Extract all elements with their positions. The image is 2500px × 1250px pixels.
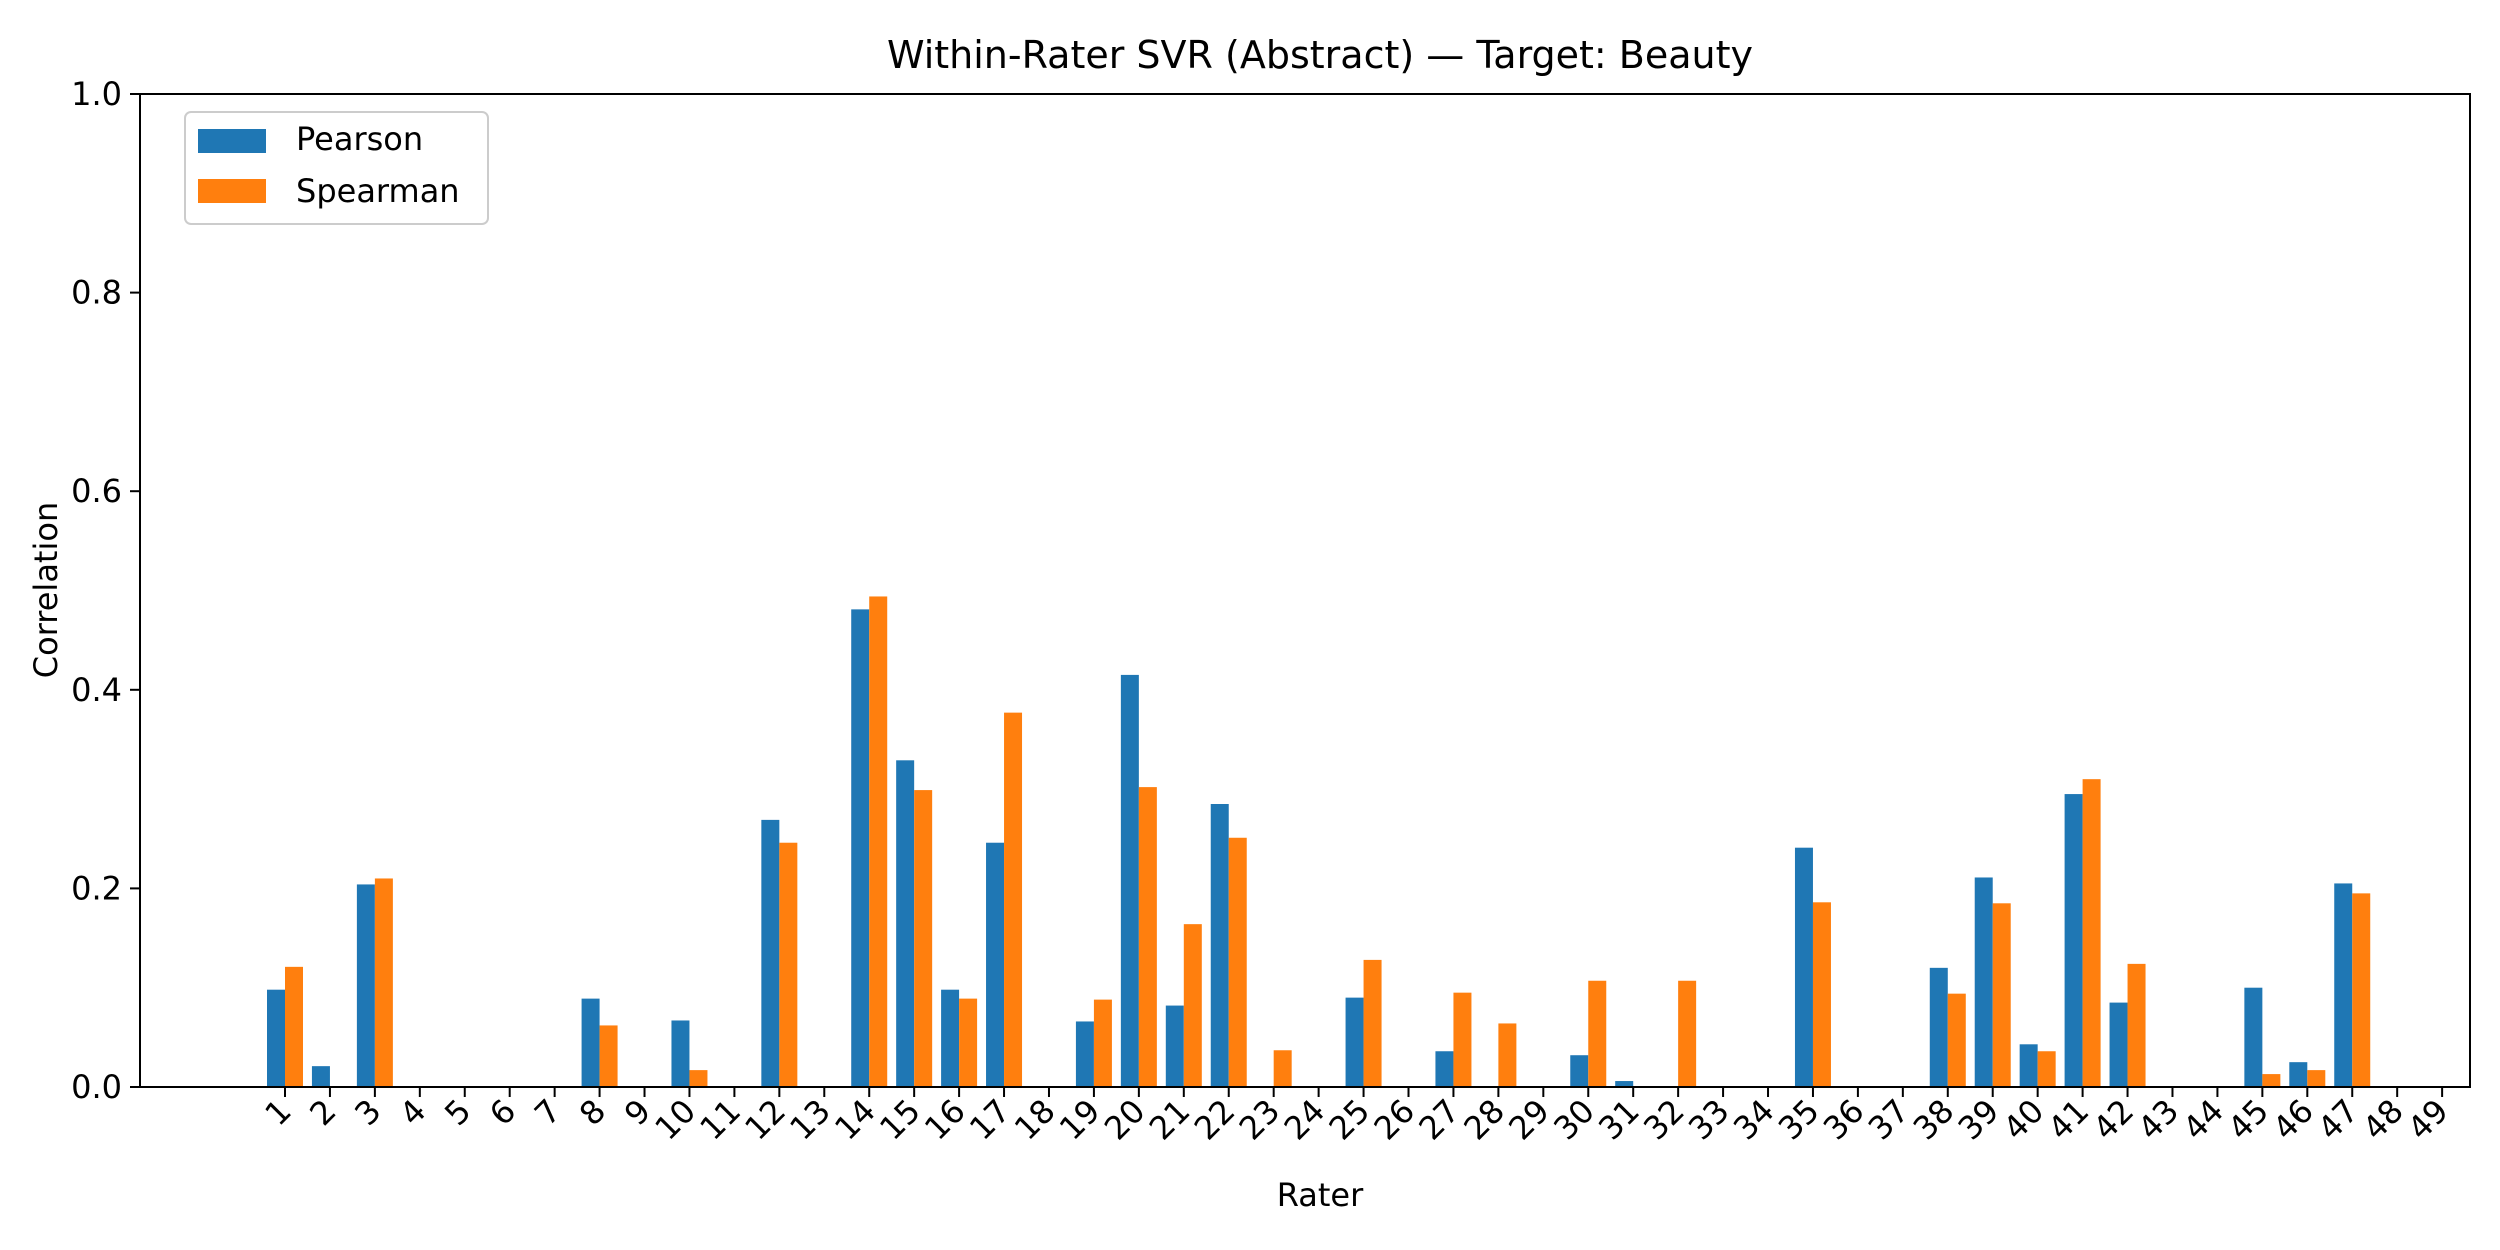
y-tick-label: 0.2 — [71, 869, 122, 907]
bar-spearman-rater-12 — [779, 842, 798, 1087]
bar-pearson-rater-45 — [2244, 987, 2263, 1087]
bar-pearson-rater-19 — [1075, 1021, 1094, 1087]
bar-spearman-rater-25 — [1363, 959, 1382, 1087]
bar-pearson-rater-17 — [986, 842, 1005, 1087]
bar-spearman-rater-17 — [1004, 712, 1023, 1087]
bar-spearman-rater-30 — [1588, 980, 1607, 1087]
bar-spearman-rater-39 — [1992, 903, 2011, 1087]
bar-spearman-rater-46 — [2307, 1070, 2326, 1087]
bar-pearson-rater-21 — [1165, 1005, 1184, 1087]
bar-spearman-rater-40 — [2037, 1051, 2056, 1087]
bar-pearson-rater-31 — [1615, 1081, 1634, 1087]
bar-spearman-rater-8 — [599, 1025, 618, 1087]
bar-pearson-rater-15 — [896, 760, 915, 1087]
bar-pearson-rater-40 — [2019, 1044, 2038, 1087]
y-tick-label: 0.8 — [71, 274, 122, 312]
bar-pearson-rater-46 — [2289, 1062, 2308, 1087]
y-tick-label: 0.6 — [71, 472, 122, 510]
bar-pearson-rater-3 — [356, 884, 375, 1087]
bar-spearman-rater-15 — [914, 790, 933, 1087]
bar-spearman-rater-42 — [2127, 963, 2146, 1087]
bar-pearson-rater-25 — [1345, 997, 1364, 1087]
bar-pearson-rater-20 — [1120, 674, 1139, 1087]
bar-pearson-rater-30 — [1570, 1055, 1589, 1087]
legend-swatch-spearman — [198, 179, 266, 203]
legend-swatch-pearson — [198, 129, 266, 153]
bar-spearman-rater-41 — [2082, 779, 2101, 1087]
chart-title: Within-Rater SVR (Abstract) — Target: Be… — [887, 33, 1753, 77]
bar-pearson-rater-14 — [851, 609, 870, 1087]
bar-pearson-rater-35 — [1794, 847, 1813, 1087]
bar-spearman-rater-14 — [869, 596, 888, 1087]
bar-spearman-rater-20 — [1138, 787, 1157, 1087]
bar-pearson-rater-2 — [311, 1066, 330, 1087]
bar-pearson-rater-12 — [761, 819, 780, 1087]
bar-spearman-rater-28 — [1498, 1023, 1517, 1087]
bar-pearson-rater-41 — [2064, 794, 2083, 1087]
bar-spearman-rater-3 — [374, 878, 393, 1087]
bar-pearson-rater-1 — [267, 989, 285, 1087]
bar-spearman-rater-45 — [2262, 1074, 2281, 1087]
legend: Pearson Spearman — [184, 111, 489, 225]
bar-spearman-rater-35 — [1812, 902, 1831, 1087]
bar-pearson-rater-8 — [581, 998, 600, 1087]
legend-label-pearson: Pearson — [296, 120, 423, 158]
y-axis-label: Correlation — [27, 502, 65, 678]
bar-pearson-rater-16 — [941, 989, 960, 1087]
bar-spearman-rater-27 — [1453, 992, 1472, 1087]
bar-spearman-rater-47 — [2352, 893, 2371, 1087]
bar-spearman-rater-19 — [1093, 999, 1112, 1087]
y-axis: 0.0 0.2 0.4 0.6 0.8 1.0 — [71, 75, 140, 1106]
bar-pearson-rater-27 — [1435, 1051, 1454, 1087]
bar-pearson-rater-39 — [1974, 877, 1993, 1087]
bar-spearman-rater-16 — [959, 998, 978, 1087]
bar-pearson-rater-42 — [2109, 1002, 2128, 1087]
y-tick-label: 0.4 — [71, 671, 122, 709]
bars-group — [267, 596, 2371, 1087]
bar-pearson-rater-47 — [2334, 883, 2353, 1087]
bar-spearman-rater-23 — [1273, 1050, 1292, 1087]
bar-pearson-rater-22 — [1210, 804, 1229, 1087]
y-tick-label: 1.0 — [71, 75, 122, 113]
bar-spearman-rater-10 — [689, 1070, 708, 1087]
bar-pearson-rater-38 — [1929, 967, 1948, 1087]
bar-pearson-rater-10 — [671, 1020, 690, 1087]
bar-spearman-rater-38 — [1947, 993, 1966, 1087]
y-tick-label: 0.0 — [71, 1068, 122, 1106]
plot-frame — [139, 93, 2471, 1088]
bar-spearman-rater-22 — [1228, 837, 1247, 1087]
bar-spearman-rater-21 — [1183, 924, 1202, 1087]
bar-spearman-rater-32 — [1678, 980, 1697, 1087]
bar-spearman-rater-1 — [285, 966, 303, 1087]
legend-label-spearman: Spearman — [296, 172, 460, 210]
x-axis-label: Rater — [1277, 1176, 1364, 1214]
